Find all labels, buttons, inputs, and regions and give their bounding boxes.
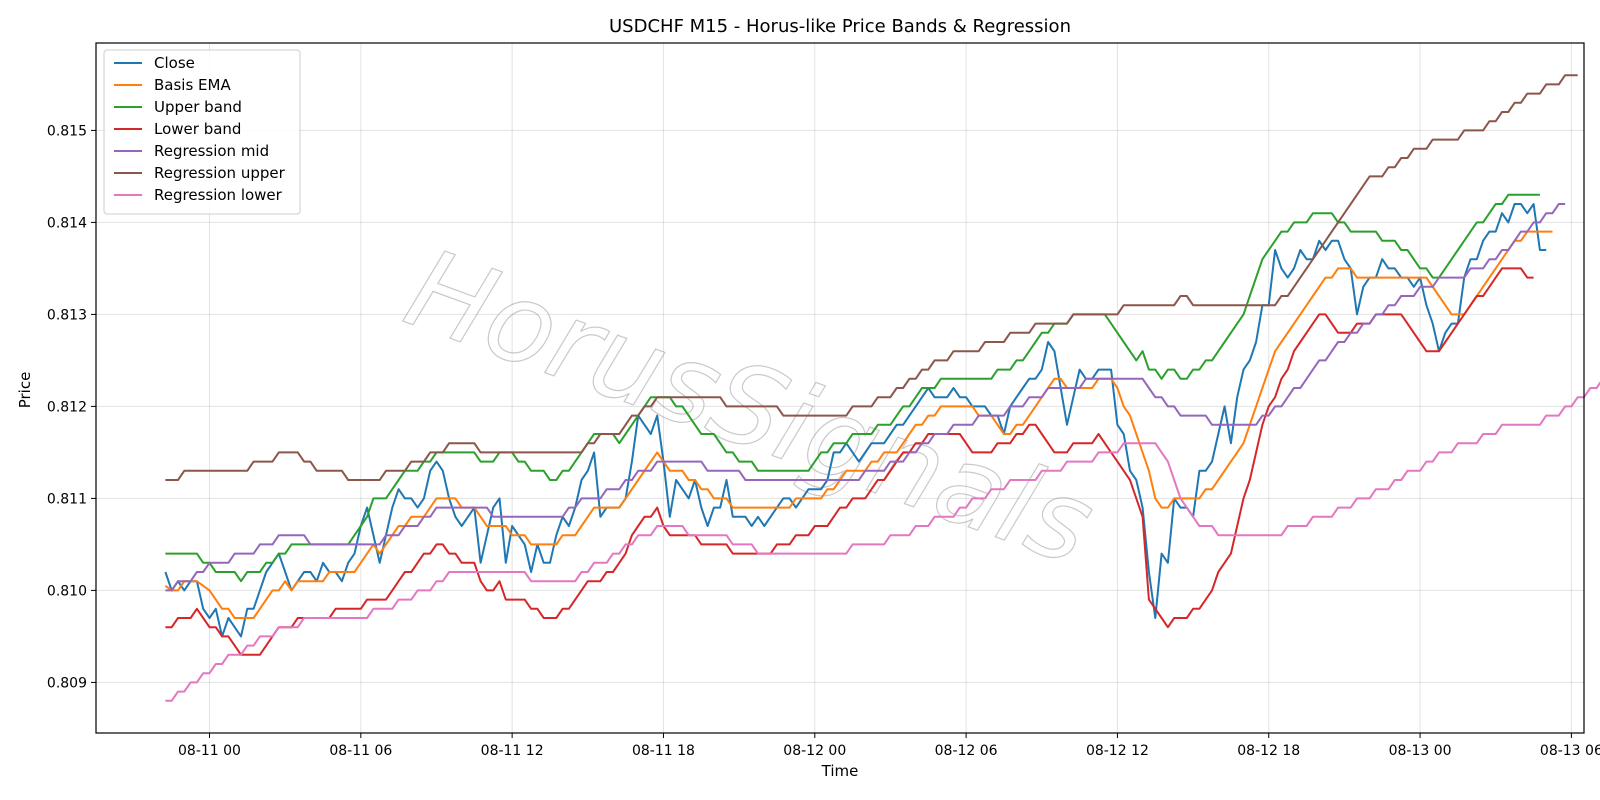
y-tick-label: 0.810 (47, 583, 87, 599)
x-axis-ticks: 08-11 00 08-11 06 08-11 12 08-11 18 08-12 00… (178, 733, 1600, 759)
x-axis-title: Time (821, 762, 859, 780)
y-tick-label: 0.814 (47, 215, 87, 231)
y-tick-label: 0.815 (47, 123, 87, 139)
y-tick-label: 0.809 (47, 675, 87, 691)
series-line-regression-mid (165, 203, 1566, 592)
legend-label-lower-band: Lower band (154, 120, 241, 138)
legend-label-regression-mid: Regression mid (154, 142, 269, 160)
x-tick-label: 08-11 00 (178, 743, 241, 759)
x-tick-label: 08-11 12 (481, 743, 544, 759)
y-tick-label: 0.811 (47, 491, 87, 507)
series-line-regression-upper (165, 74, 1578, 481)
series-lines (164, 74, 1600, 702)
legend-box (103, 49, 301, 215)
x-tick-label: 08-11 18 (632, 743, 695, 759)
x-tick-label: 08-12 18 (1237, 743, 1300, 759)
x-tick-label: 08-13 06 (1540, 743, 1600, 759)
series-line-lower-band (165, 267, 1534, 656)
x-tick-label: 08-12 00 (783, 743, 846, 759)
plot-frame (95, 42, 1585, 734)
legend-label-regression-lower: Regression lower (154, 186, 283, 204)
chart-title: USDCHF M15 - Horus-like Price Bands & Re… (609, 16, 1071, 37)
x-tick-label: 08-11 06 (329, 743, 392, 759)
series-line-upper-band (165, 193, 1540, 583)
series-line-close (164, 203, 1547, 638)
y-tick-label: 0.813 (47, 307, 87, 323)
y-axis-title: Price (16, 372, 34, 409)
legend-label-basis-ema: Basis EMA (154, 76, 231, 94)
x-tick-label: 08-12 06 (935, 743, 998, 759)
legend-label-regression-upper: Regression upper (154, 164, 286, 182)
y-axis-ticks: 0.809 0.810 0.811 0.812 0.813 0.814 0.815 (47, 123, 96, 691)
series-line-regression-lower (165, 381, 1600, 702)
legend-label-upper-band: Upper band (154, 98, 242, 116)
grid (96, 43, 1584, 733)
x-tick-label: 08-12 12 (1086, 743, 1149, 759)
legend-label-close: Close (154, 54, 195, 72)
legend: Close Basis EMA Upper band Lower band Regres… (103, 49, 301, 215)
x-tick-label: 08-13 00 (1389, 743, 1452, 759)
series-line-basis-ema (164, 230, 1553, 619)
y-tick-label: 0.812 (47, 399, 87, 415)
